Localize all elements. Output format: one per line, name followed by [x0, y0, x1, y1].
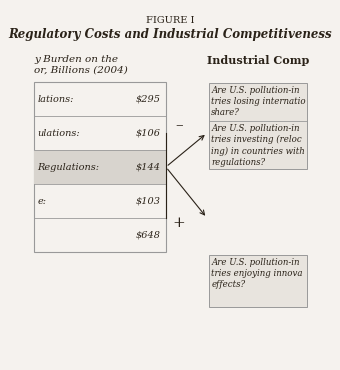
Text: Are U.S. pollution-in
tries losing internatio
share?: Are U.S. pollution-in tries losing inter… — [211, 86, 306, 117]
Text: e:: e: — [37, 196, 47, 205]
Text: Regulatory Costs and Industrial Competitiveness: Regulatory Costs and Industrial Competit… — [8, 28, 332, 41]
FancyBboxPatch shape — [209, 255, 307, 307]
Text: –: – — [175, 118, 183, 132]
Text: Regulations:: Regulations: — [37, 162, 100, 172]
Text: $103: $103 — [136, 196, 161, 205]
Text: y Burden on the: y Burden on the — [34, 55, 118, 64]
Text: $106: $106 — [136, 128, 161, 138]
Text: Industrial Comp: Industrial Comp — [207, 55, 309, 66]
Text: lations:: lations: — [37, 94, 74, 104]
Text: +: + — [173, 216, 185, 230]
Text: $295: $295 — [136, 94, 161, 104]
Text: $144: $144 — [136, 162, 161, 172]
Text: Are U.S. pollution-in
tries investing (reloc
ing) in countries with
regulations?: Are U.S. pollution-in tries investing (r… — [211, 124, 305, 166]
Text: or, Billions (2004): or, Billions (2004) — [34, 66, 128, 75]
Text: Are U.S. pollution-in
tries enjoying innova
effects?: Are U.S. pollution-in tries enjoying inn… — [211, 258, 303, 289]
FancyBboxPatch shape — [209, 83, 307, 169]
Bar — [34, 150, 166, 184]
Text: $648: $648 — [136, 231, 161, 239]
Text: ulations:: ulations: — [37, 128, 80, 138]
Text: FIGURE I: FIGURE I — [146, 16, 194, 25]
